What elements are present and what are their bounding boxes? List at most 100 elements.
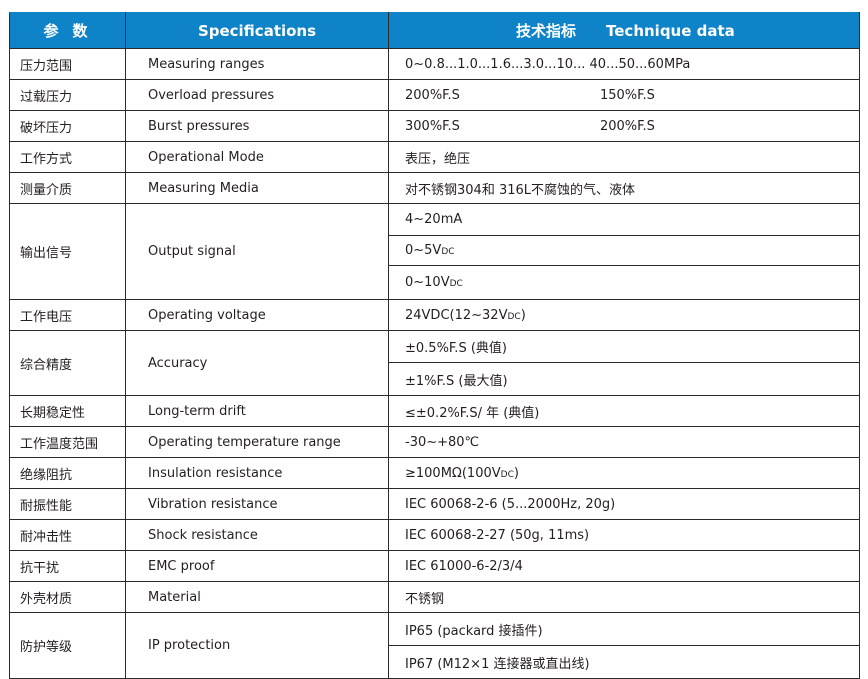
value-text: 150%F.S (599, 87, 655, 103)
table-row: 耐冲击性 Shock resistance IEC 60068-2-27 (50g,… (9, 519, 860, 551)
param-value: 0~0.8...1.0...1.6...3.0...10... 40...50.… (388, 48, 860, 80)
param-cn: 破坏压力 (9, 110, 126, 142)
param-cn: 输出信号 (9, 203, 126, 300)
table-row: 0~5VDC (10, 235, 860, 266)
param-cn: 压力范围 (9, 48, 126, 80)
value-text: 4~20mA (405, 212, 463, 227)
param-value: IP65 (packard 接插件) (388, 612, 860, 646)
table-row: 工作温度范围 Operating temperature range -30~+80… (9, 426, 860, 458)
param-cn: 防护等级 (9, 612, 126, 679)
param-en: Output signal (125, 203, 389, 300)
value-text: 200%F.S (405, 87, 460, 103)
table-row: 耐振性能 Vibration resistance IEC 60068-2-6 (5… (9, 488, 860, 520)
value-text: 0~0.8...1.0...1.6...3.0...10... 40...50.… (405, 56, 691, 72)
value-text: 表压，绝压 (405, 151, 471, 167)
param-cn: 工作电压 (9, 299, 126, 331)
param-en: Measuring ranges (125, 48, 389, 80)
table-row: 长期稳定性 Long-term drift ≤±0.2%F.S/ 年 (典值) (9, 395, 860, 427)
param-cn: 工作温度范围 (9, 426, 126, 458)
table-row: IP67 (M12×1 连接器或直出线) (10, 645, 860, 679)
param-en: Operating voltage (125, 299, 389, 331)
unit-subscript: DC (449, 279, 463, 289)
param-value: ±1%F.S (最大值) (388, 362, 860, 396)
param-en: Burst pressures (125, 110, 389, 142)
value-text: ) (513, 465, 519, 481)
param-value: 不锈钢 (388, 581, 860, 613)
param-cn: 长期稳定性 (9, 395, 126, 427)
header-en: Technique data (606, 22, 735, 40)
param-en: Vibration resistance (125, 488, 389, 520)
param-value: ≤±0.2%F.S/ 年 (典值) (388, 395, 860, 427)
param-value: -30~+80℃ (388, 426, 860, 458)
param-en: Accuracy (125, 330, 389, 396)
param-value: 对不锈钢304和 316L不腐蚀的气、液体 (388, 172, 860, 204)
param-cn: 绝缘阻抗 (9, 457, 126, 489)
param-value: 表压，绝压 (388, 141, 860, 173)
param-cn: 工作方式 (9, 141, 126, 173)
value-text: ±0.5%F.S (典值) (405, 341, 507, 356)
param-value: IEC 60068-2-6 (5...2000Hz, 20g) (388, 488, 860, 520)
param-value: IEC 60068-2-27 (50g, 11ms) (388, 519, 860, 551)
value-text: ≤±0.2%F.S/ 年 (典值) (405, 405, 540, 421)
value-text: IP65 (packard 接插件) (405, 623, 543, 639)
param-en: Insulation resistance (125, 457, 389, 489)
table-row: 输出信号 Output signal 4~20mA (9, 203, 860, 300)
table-row: 过载压力 Overload pressures 200%F.S 150%F.S (9, 79, 860, 111)
header-specifications: Specifications (125, 12, 389, 49)
table-row: 破坏压力 Burst pressures 300%F.S 200%F.S (9, 110, 860, 142)
param-value: 200%F.S 150%F.S (388, 79, 860, 111)
param-cn: 耐冲击性 (9, 519, 126, 551)
param-value: 0~5VDC (388, 235, 860, 266)
value-text: 200%F.S (599, 118, 655, 134)
table-row: 工作方式 Operational Mode 表压，绝压 (9, 141, 860, 173)
table-row: 抗干扰 EMC proof IEC 61000-6-2/3/4 (9, 550, 860, 582)
value-text: IP67 (M12×1 连接器或直出线) (405, 656, 590, 672)
unit-subscript: DC (441, 247, 455, 257)
value-text: IEC 60068-2-27 (50g, 11ms) (405, 527, 590, 543)
param-value: 300%F.S 200%F.S (388, 110, 860, 142)
value-text: 0~10V (405, 275, 450, 290)
value-text: 不锈钢 (405, 591, 445, 607)
header-technique-data: 技术指标 Technique data (388, 12, 860, 49)
value-text: ±1%F.S (最大值) (405, 373, 508, 389)
param-en: Long-term drift (125, 395, 389, 427)
param-en: Operating temperature range (125, 426, 389, 458)
param-en: Overload pressures (125, 79, 389, 111)
param-value: 0~10VDC (388, 265, 860, 300)
table-row: 压力范围 Measuring ranges 0~0.8...1.0...1.6...… (9, 48, 860, 80)
table-row: 测量介质 Measuring Media 对不锈钢304和 316L不腐蚀的气、液体 (9, 172, 860, 204)
value-text: 300%F.S (405, 118, 460, 134)
param-en: IP protection (125, 612, 389, 679)
table-row: 防护等级 IP protection IP65 (packard 接插件) (9, 612, 860, 679)
param-cn: 外壳材质 (9, 581, 126, 613)
table-row: 综合精度 Accuracy ±0.5%F.S (典值) (9, 330, 860, 396)
param-value: IP67 (M12×1 连接器或直出线) (388, 645, 860, 679)
param-en: Operational Mode (125, 141, 389, 173)
value-text: -30~+80℃ (405, 434, 480, 450)
param-cn: 过载压力 (9, 79, 126, 111)
header-params: 参数 (9, 12, 126, 49)
param-value: 24VDC(12~32VDC) (388, 299, 860, 331)
value-text: IEC 61000-6-2/3/4 (405, 558, 523, 574)
param-cn: 测量介质 (9, 172, 126, 204)
value-text: ) (520, 307, 526, 323)
header-cn: 技术指标 (516, 22, 577, 40)
param-en: Measuring Media (125, 172, 389, 204)
param-value: IEC 61000-6-2/3/4 (388, 550, 860, 582)
value-text: IEC 60068-2-6 (5...2000Hz, 20g) (405, 496, 616, 512)
table-row: 绝缘阻抗 Insulation resistance ≥100MΩ(100VDC) (9, 457, 860, 489)
table-row: 工作电压 Operating voltage 24VDC(12~32VDC) (9, 299, 860, 331)
unit-subscript: DC (500, 469, 514, 480)
value-text: ≥100MΩ(100V (405, 465, 501, 481)
param-en: EMC proof (125, 550, 389, 582)
table-row: 0~10VDC (10, 265, 860, 300)
param-value: ≥100MΩ(100VDC) (388, 457, 860, 489)
param-cn: 综合精度 (9, 330, 126, 396)
param-cn: 耐振性能 (9, 488, 126, 520)
table-header: 参数 Specifications 技术指标 Technique data (9, 12, 860, 49)
table-row: 外壳材质 Material 不锈钢 (9, 581, 860, 613)
value-text: 0~5V (405, 243, 442, 258)
spec-table: 参数 Specifications 技术指标 Technique data 压力范… (9, 12, 860, 679)
param-en: Material (125, 581, 389, 613)
param-value: 4~20mA (388, 203, 860, 236)
